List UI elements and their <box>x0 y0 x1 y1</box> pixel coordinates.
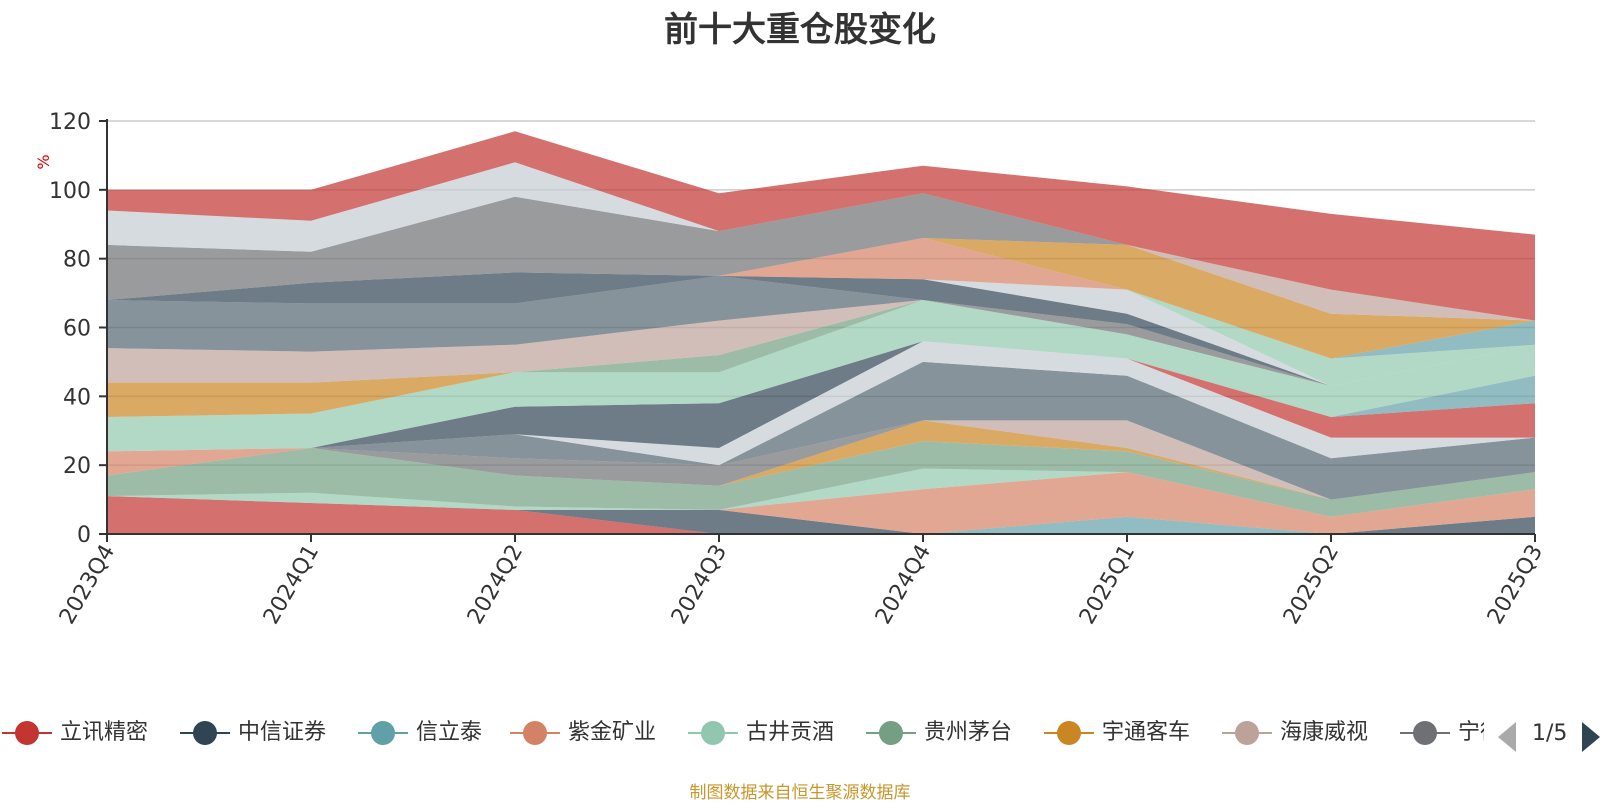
area-series-24 <box>107 272 1535 359</box>
x-tick-label: 2024Q3 <box>667 541 732 629</box>
area-series-3 <box>107 472 1535 534</box>
legend-item[interactable]: 紫金矿业 <box>510 715 692 751</box>
legend-next-arrow-icon[interactable] <box>1582 722 1600 752</box>
area-series-20 <box>107 275 1535 386</box>
area-series-15 <box>107 300 1535 452</box>
area-series <box>107 131 1535 534</box>
x-tick-label: 2024Q1 <box>259 541 324 629</box>
y-tick-label: 80 <box>63 248 91 273</box>
legend-label: 中信证券 <box>238 720 327 745</box>
legend-prev-arrow-icon[interactable] <box>1498 722 1516 752</box>
legend-dot-icon <box>193 721 217 745</box>
area-series-25 <box>107 238 1535 359</box>
y-tick-label: 20 <box>63 454 91 479</box>
legend-label: 紫金矿业 <box>568 720 657 745</box>
legend-dot-icon <box>1235 721 1259 745</box>
area-series-29 <box>107 162 1535 321</box>
area-series-1 <box>107 496 1535 534</box>
y-axis-unit-label: % <box>34 154 53 169</box>
legend-item[interactable]: 中信证券 <box>180 715 362 751</box>
legend-label: 宁德时代 <box>1458 720 1484 745</box>
y-tick-label: 60 <box>63 317 91 342</box>
x-tick-label: 2025Q3 <box>1483 541 1548 629</box>
legend-label: 信立泰 <box>416 720 483 745</box>
chart-title: 前十大重仓股变化 <box>664 10 936 50</box>
area-series-26 <box>107 238 1535 359</box>
legend-item[interactable]: 古井贡酒 <box>688 715 870 751</box>
area-series-4 <box>107 468 1535 517</box>
legend: 立讯精密 中信证券 信立泰 紫金矿业 古井贡酒 贵州茅台 宇通客车 海康威视 宁德时代 <box>0 715 1484 751</box>
area-series-0 <box>107 496 1535 534</box>
y-tick-label: 0 <box>77 523 91 548</box>
legend-label: 贵州茅台 <box>924 720 1013 745</box>
area-series-7 <box>107 420 1535 500</box>
legend-dot-icon <box>371 721 395 745</box>
legend-label: 宇通客车 <box>1102 720 1191 745</box>
legend-dot-icon <box>1057 721 1081 745</box>
legend-page-indicator: 1/5 <box>1532 721 1568 746</box>
legend-item[interactable]: 海康威视 <box>1222 715 1404 751</box>
legend-pager: 1/5 <box>1498 718 1600 752</box>
legend-dot-icon <box>1413 721 1437 745</box>
area-series-5 <box>107 441 1535 517</box>
y-tick-label: 100 <box>49 179 91 204</box>
legend-dot-icon <box>701 721 725 745</box>
legend-label: 立讯精密 <box>60 720 149 745</box>
area-series-11 <box>107 341 1535 476</box>
area-series-28 <box>107 193 1535 321</box>
x-tick-label: 2024Q4 <box>871 541 936 629</box>
legend-item[interactable]: 信立泰 <box>358 715 514 751</box>
legend-item[interactable]: 宁德时代 <box>1400 715 1484 751</box>
area-series-9 <box>107 361 1535 500</box>
area-series-30 <box>107 131 1535 321</box>
x-tick-label: 2024Q2 <box>463 541 528 629</box>
legend-dot-icon <box>15 721 39 745</box>
legend-item[interactable]: 贵州茅台 <box>866 715 1048 751</box>
area-series-2 <box>107 496 1535 534</box>
area-series-18 <box>107 300 1535 386</box>
legend-label: 海康威视 <box>1280 720 1369 745</box>
legend-item[interactable]: 立讯精密 <box>2 715 184 751</box>
legend-label: 古井贡酒 <box>746 720 835 745</box>
area-series-17 <box>107 300 1535 417</box>
x-tick-label: 2025Q1 <box>1075 541 1140 629</box>
x-tick-label: 2023Q4 <box>55 541 120 629</box>
x-tick-label: 2025Q2 <box>1279 541 1344 629</box>
area-series-10 <box>107 341 1535 476</box>
area-series-27 <box>107 238 1535 321</box>
area-series-6 <box>107 420 1535 500</box>
y-tick-label: 40 <box>63 385 91 410</box>
y-tick-label: 120 <box>49 110 91 135</box>
legend-item[interactable]: 宇通客车 <box>1044 715 1226 751</box>
legend-dot-icon <box>879 721 903 745</box>
source-note: 制图数据来自恒生聚源数据库 <box>689 783 911 803</box>
legend-dot-icon <box>523 721 547 745</box>
area-series-21 <box>107 272 1535 386</box>
